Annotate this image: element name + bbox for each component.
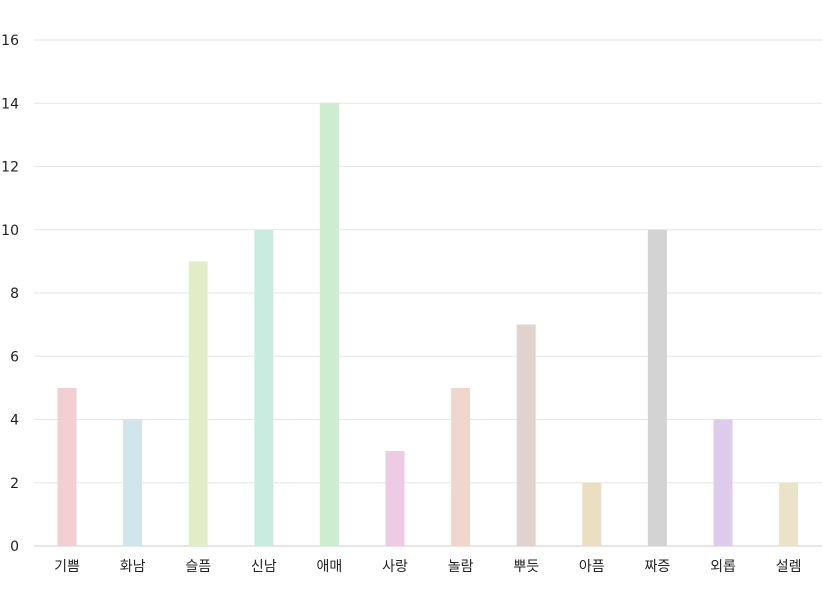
- x-tick-label: 슬픔: [185, 559, 211, 575]
- x-tick-label: 짜증: [645, 559, 671, 575]
- x-tick-label: 뿌듯: [513, 559, 539, 575]
- y-tick-label: 6: [10, 349, 19, 365]
- bar-6: [385, 451, 405, 546]
- y-tick-label: 12: [1, 160, 19, 176]
- x-tick-label: 놀람: [448, 559, 474, 575]
- bar-1: [57, 387, 77, 546]
- y-tick-label: 16: [1, 33, 19, 49]
- y-tick-label: 4: [10, 413, 19, 429]
- bar-4: [254, 229, 274, 547]
- y-tick-label: 14: [1, 96, 19, 112]
- x-tick-label: 기쁨: [54, 559, 80, 575]
- bar-7: [451, 387, 471, 546]
- bar-3: [188, 261, 208, 546]
- x-tick-label: 설렘: [776, 559, 802, 575]
- bar-10: [647, 229, 667, 547]
- x-tick-label: 사랑: [382, 559, 408, 575]
- bar-12: [779, 482, 799, 547]
- y-tick-label: 0: [10, 539, 19, 555]
- x-tick-label: 애매: [317, 559, 343, 575]
- y-tick-label: 8: [10, 286, 19, 302]
- bar-11: [713, 419, 733, 546]
- y-tick-label: 10: [1, 223, 19, 239]
- bar-9: [582, 482, 602, 547]
- bar-2: [123, 419, 143, 546]
- x-tick-label: 외롭: [710, 559, 736, 575]
- x-tick-label: 화남: [120, 559, 146, 575]
- bar-5: [319, 103, 339, 547]
- y-tick-label: 2: [10, 476, 19, 492]
- x-tick-label: 신남: [251, 559, 277, 575]
- bar-8: [516, 324, 536, 546]
- x-tick-label: 아픔: [579, 559, 605, 575]
